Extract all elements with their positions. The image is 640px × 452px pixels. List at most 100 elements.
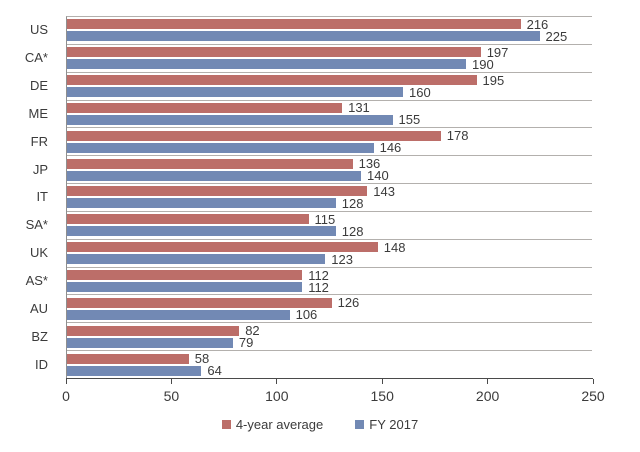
value-label: 126 [337,295,360,311]
value-label: 58 [194,351,210,367]
category-row: 58 64 [67,351,592,378]
category-row: 82 79 [67,323,592,352]
bar-line: 64 [67,364,592,377]
plot-area: 216 225 197 190 195 160 131 155 178 146 136 140 143 1… [66,16,592,378]
bar-fy-2017 [67,282,303,293]
category-label: DE [29,78,48,94]
value-label: 131 [348,100,370,116]
bar-4-year-average [67,102,343,113]
bar-4-year-average [67,130,441,141]
bar-line: 216 [67,16,592,32]
value-label: 82 [245,323,260,339]
x-tick-mark [381,379,383,384]
bar-line: 136 [67,157,592,170]
value-label: 216 [526,16,549,32]
value-label: 79 [238,335,254,351]
x-tick-mark [65,379,67,384]
bar-4-year-average [67,19,521,30]
bar-line: 146 [67,140,592,156]
bar-line: 115 [67,213,592,226]
bar-line: 131 [67,100,592,116]
value-label: 112 [308,279,329,295]
bar-4-year-average [67,325,240,336]
bar-fy-2017 [67,254,326,265]
category-label: ID [35,356,48,372]
bar-line: 126 [67,295,592,311]
category-row: 126 106 [67,295,592,324]
x-tick-label: 50 [163,388,180,404]
bar-line: 197 [67,46,592,59]
category-label: UK [29,245,48,261]
category-row: 148 123 [67,240,592,268]
category-row: 195 160 [67,73,592,101]
x-tick-mark [487,379,489,384]
bar-line: 195 [67,72,592,88]
category-label: BZ [31,328,48,344]
legend: 4-year average FY 2017 [0,417,640,432]
bar-fy-2017 [67,226,336,237]
bar-line: 82 [67,323,592,339]
legend-item-fy-2017: FY 2017 [355,417,418,432]
x-tick-label: 0 [62,388,70,404]
category-row: 115 128 [67,212,592,240]
bar-line: 128 [67,195,592,211]
bar-line: 225 [67,30,592,43]
x-tick-mark [592,379,594,384]
category-label: IT [36,189,48,205]
value-label: 112 [308,267,329,283]
bar-4-year-average [67,214,309,225]
bar-4-year-average [67,353,189,364]
category-row: 178 146 [67,128,592,157]
bar-fy-2017 [67,198,336,209]
bar-line: 112 [67,279,592,295]
bar-fy-2017 [67,59,466,70]
bar-fy-2017 [67,170,361,181]
bar-4-year-average [67,297,332,308]
bar-4-year-average [67,75,477,86]
bar-line: 160 [67,84,592,100]
bar-line: 148 [67,239,592,255]
category-label: CA* [24,50,48,66]
x-tick-mark [276,379,278,384]
value-label: 128 [341,223,364,239]
bar-line: 79 [67,335,592,351]
category-row: 216 225 [67,17,592,45]
bar-fy-2017 [67,337,233,348]
value-label: 128 [341,195,364,211]
category-row: 112 112 [67,268,592,296]
bar-line: 112 [67,267,592,283]
bar-4-year-average [67,242,378,253]
x-tick-mark [170,379,172,384]
value-label: 146 [379,140,402,156]
category-row: 131 155 [67,101,592,129]
category-label: US [29,22,48,38]
category-axis-labels: US CA* DE ME FR JP IT SA* UK AS* AU BZ ID [0,16,57,378]
category-row: 143 128 [67,184,592,212]
value-label: 160 [409,84,431,100]
bar-line: 123 [67,251,592,267]
bar-line: 178 [67,129,592,142]
value-label: 140 [367,168,389,184]
x-tick-label: 150 [370,388,394,404]
legend-label-4-year-average: 4-year average [235,417,324,432]
legend-label-fy-2017: FY 2017 [369,417,419,432]
value-label: 106 [295,307,318,323]
bar-line: 106 [67,307,592,323]
value-label: 123 [331,251,353,267]
category-label: AS* [25,273,48,289]
bar-4-year-average [67,186,368,197]
value-label: 190 [472,56,494,72]
bar-line: 143 [67,185,592,198]
bar-fy-2017 [67,87,403,98]
value-label: 148 [383,239,406,255]
x-tick-label: 250 [581,388,605,404]
category-label: AU [29,300,48,316]
value-label: 195 [482,72,505,88]
bar-4-year-average [67,158,353,169]
legend-swatch-red-icon [221,420,231,429]
bar-fy-2017 [67,114,393,125]
x-tick-label: 100 [265,388,289,404]
bar-line: 190 [67,56,592,72]
bar-fy-2017 [67,365,202,376]
